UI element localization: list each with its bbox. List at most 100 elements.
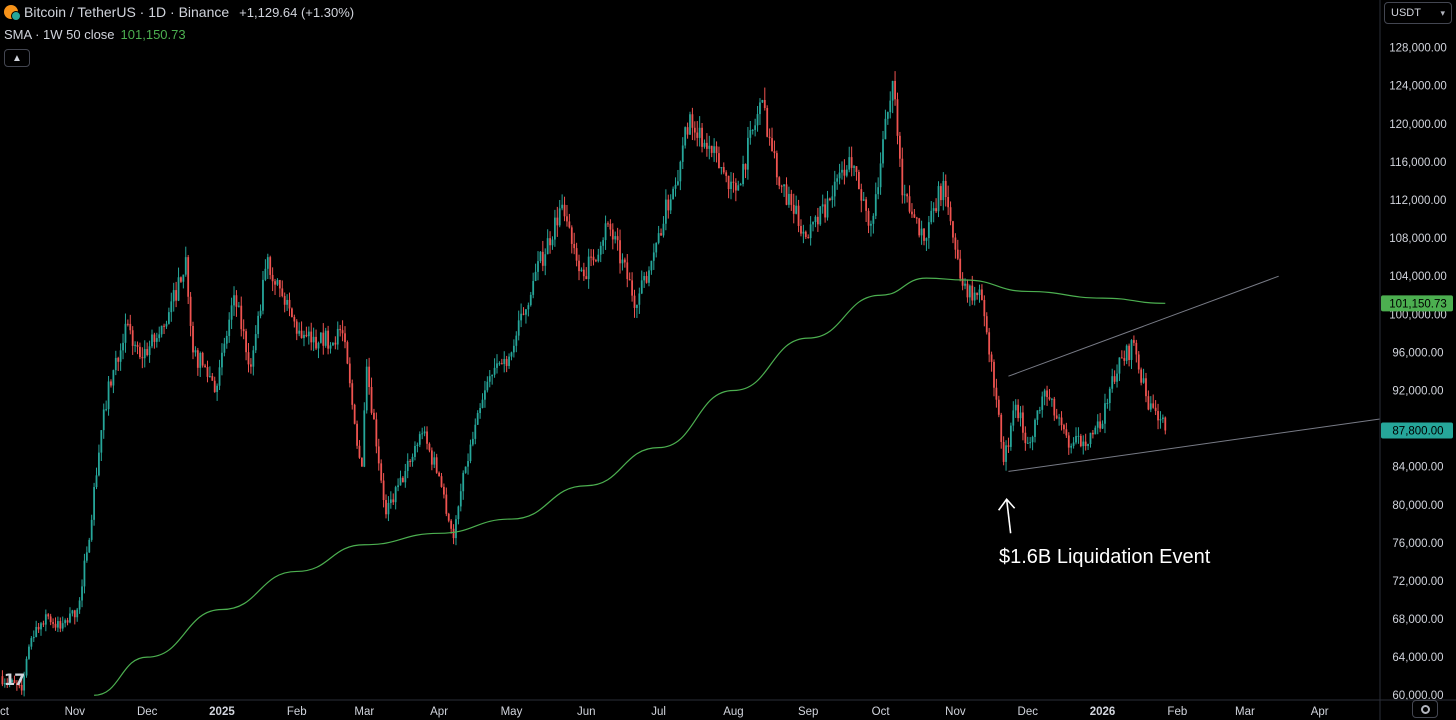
candle bbox=[148, 340, 151, 363]
candle bbox=[1, 670, 4, 687]
candle-body bbox=[382, 480, 385, 501]
candle bbox=[276, 278, 279, 286]
candle bbox=[553, 209, 556, 247]
candle-body bbox=[389, 499, 392, 503]
candle-body bbox=[139, 346, 141, 358]
candle-body bbox=[742, 163, 744, 185]
candle bbox=[329, 342, 332, 354]
tradingview-logo[interactable]: 17 bbox=[4, 670, 25, 689]
candle bbox=[20, 679, 23, 695]
candle-body bbox=[923, 228, 925, 241]
candle bbox=[592, 249, 595, 266]
candle bbox=[1024, 426, 1027, 451]
candle bbox=[286, 294, 288, 311]
candle-body bbox=[228, 319, 231, 336]
candle bbox=[891, 80, 894, 114]
candle-body bbox=[1014, 404, 1017, 411]
candle-body bbox=[175, 290, 178, 301]
candle bbox=[399, 470, 402, 486]
candle-body bbox=[177, 277, 180, 301]
candle bbox=[640, 270, 643, 295]
candle bbox=[1067, 432, 1070, 455]
candle-body bbox=[276, 280, 279, 285]
candle bbox=[397, 478, 399, 492]
candle-body bbox=[373, 412, 375, 420]
candle bbox=[307, 326, 310, 345]
candle bbox=[935, 198, 937, 214]
candle bbox=[773, 140, 776, 159]
candle bbox=[25, 656, 28, 678]
candle bbox=[295, 319, 298, 341]
candle-body bbox=[898, 135, 901, 159]
price-axis: 128,000.00 124,000.00 120,000.00 116,000.00… bbox=[1379, 0, 1453, 720]
candle-body bbox=[307, 331, 310, 337]
trendline[interactable] bbox=[1008, 418, 1381, 472]
candle bbox=[493, 358, 496, 378]
candle bbox=[1072, 437, 1075, 449]
candle-body bbox=[262, 279, 264, 311]
candle bbox=[997, 395, 1000, 418]
candle bbox=[491, 374, 494, 385]
candle bbox=[66, 617, 69, 626]
candle bbox=[175, 281, 178, 308]
candle bbox=[259, 304, 262, 319]
candle-body bbox=[488, 376, 491, 382]
candle bbox=[126, 319, 129, 327]
candle-body bbox=[1125, 345, 1128, 361]
candle bbox=[940, 183, 942, 207]
candle bbox=[759, 98, 761, 125]
candle bbox=[1130, 339, 1133, 369]
candle bbox=[155, 332, 158, 348]
candle bbox=[187, 254, 190, 305]
symbol-title[interactable]: Bitcoin / TetherUS · 1D · Binance bbox=[24, 4, 230, 20]
sma-line[interactable] bbox=[94, 277, 1166, 696]
candle bbox=[358, 440, 361, 459]
candle-body bbox=[500, 363, 503, 365]
candle-body bbox=[486, 381, 489, 391]
candle-body bbox=[734, 182, 737, 191]
candle bbox=[479, 403, 482, 419]
candle bbox=[211, 373, 214, 381]
candle-body bbox=[353, 404, 356, 424]
candle bbox=[952, 220, 954, 244]
candle bbox=[269, 255, 272, 280]
candle-body bbox=[158, 334, 161, 339]
collapse-legend-button[interactable]: ▲ bbox=[4, 49, 30, 67]
candle bbox=[1070, 443, 1073, 454]
candle bbox=[278, 279, 281, 298]
candle bbox=[170, 292, 173, 322]
overlay-lines bbox=[94, 275, 1381, 696]
candle bbox=[734, 178, 737, 202]
candle-body bbox=[983, 300, 986, 317]
candle bbox=[1159, 411, 1162, 429]
candle-body bbox=[54, 623, 57, 628]
candle bbox=[322, 323, 325, 355]
candle-body bbox=[1164, 417, 1167, 431]
sma-legend[interactable]: SMA · 1W 50 close 101,150.73 bbox=[4, 27, 186, 42]
candle bbox=[537, 251, 539, 281]
candle-body bbox=[1104, 403, 1106, 424]
candle-body bbox=[1092, 432, 1094, 435]
candle-body bbox=[1022, 412, 1024, 433]
candle-body bbox=[585, 276, 588, 280]
candle-body bbox=[1154, 407, 1157, 412]
candle-body bbox=[1009, 425, 1012, 447]
price-tick-label: 96,000.00 bbox=[1392, 347, 1443, 359]
currency-select[interactable]: USDT ▾ bbox=[1384, 2, 1452, 24]
candle bbox=[534, 263, 537, 282]
candle bbox=[112, 369, 115, 394]
candle-body bbox=[155, 338, 158, 342]
candle-body bbox=[136, 344, 139, 347]
candle-body bbox=[679, 161, 682, 182]
trendline[interactable] bbox=[1008, 275, 1279, 377]
candle-body bbox=[416, 444, 419, 446]
candle-body bbox=[1067, 435, 1070, 448]
candle bbox=[689, 111, 691, 135]
candle bbox=[566, 204, 568, 227]
chart-settings-button[interactable] bbox=[1412, 700, 1438, 718]
candle bbox=[677, 169, 679, 186]
candle-body bbox=[628, 279, 631, 281]
candle-body bbox=[631, 280, 633, 296]
candle-body bbox=[6, 683, 9, 685]
